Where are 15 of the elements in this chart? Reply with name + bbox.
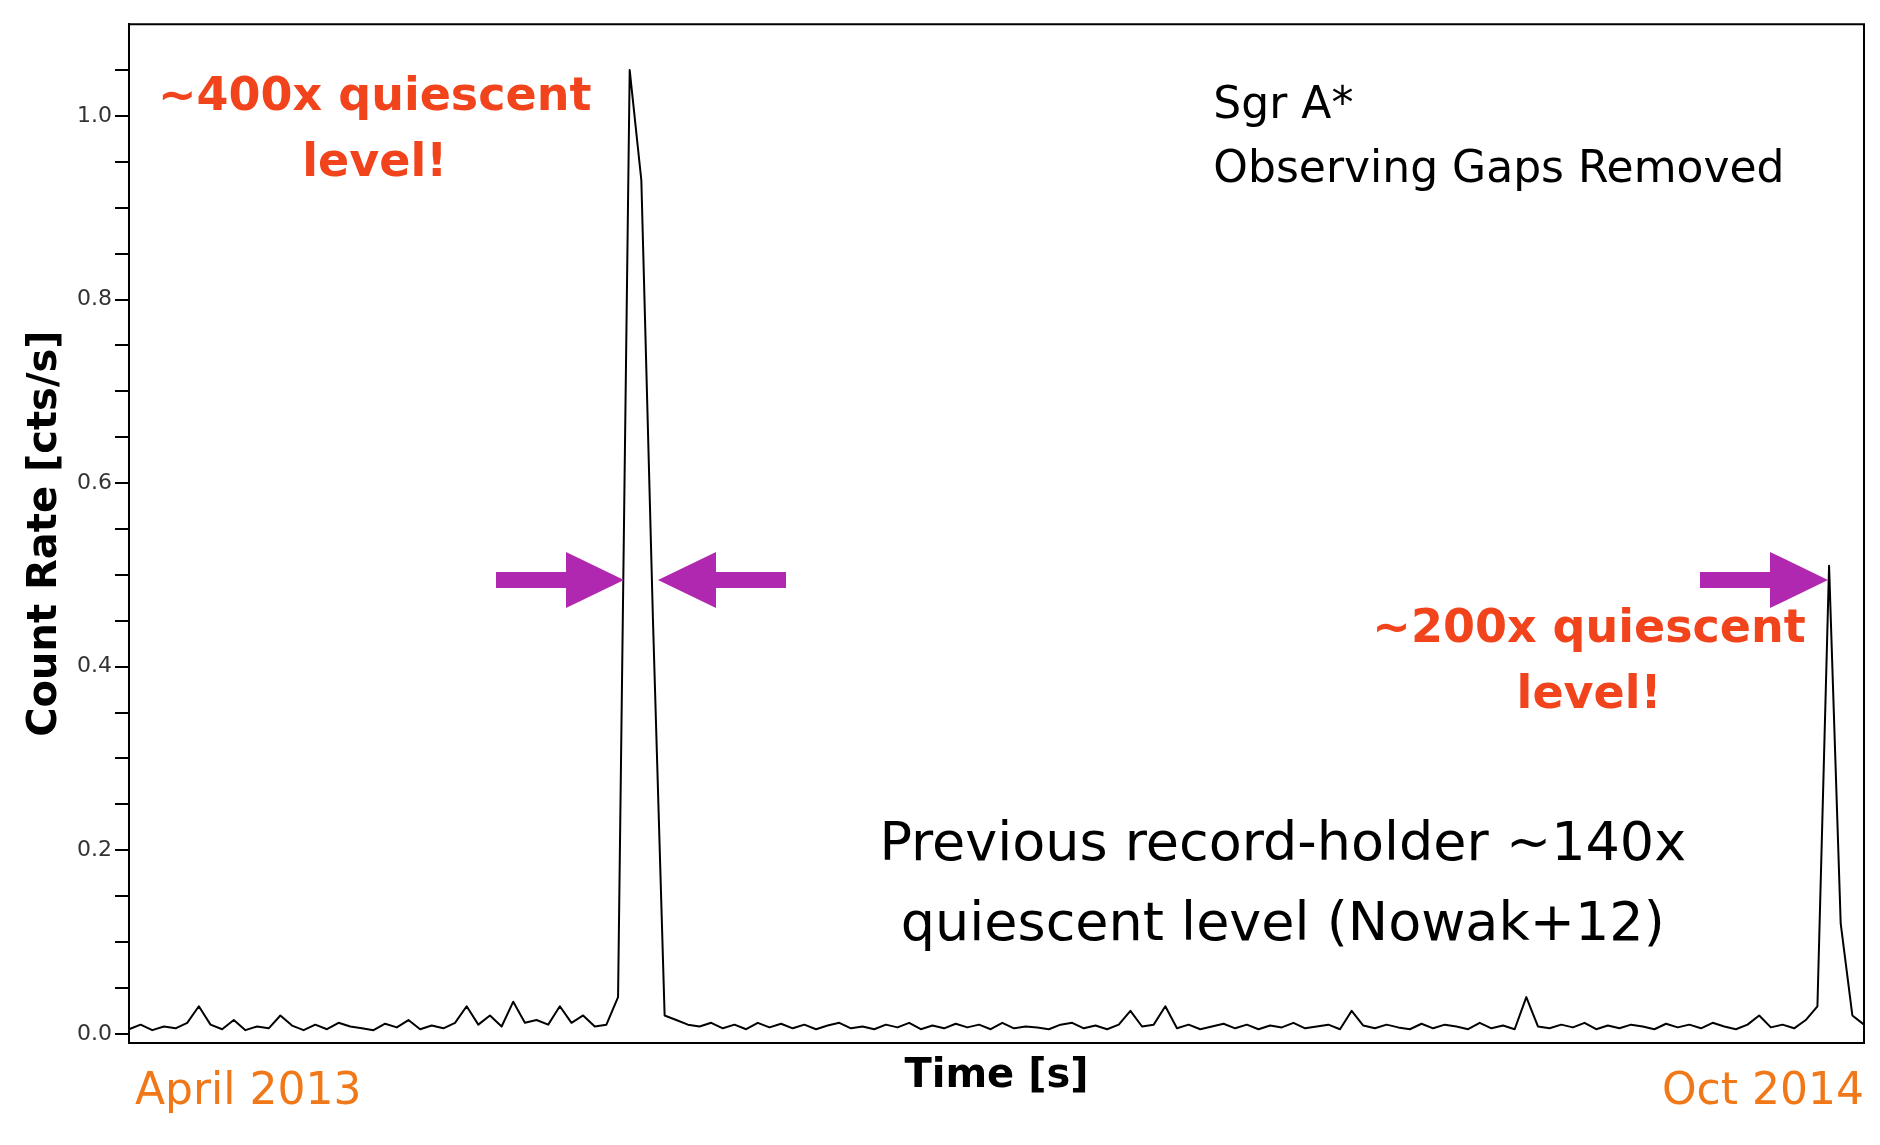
y-axis-title: Count Rate [cts/s]	[19, 330, 66, 737]
y-tick-label: 0.4	[76, 652, 112, 678]
text: Oct 2014	[1661, 1063, 1864, 1115]
y-tick-label: 0.6	[76, 468, 112, 494]
y-tick-label: 0.0	[76, 1019, 112, 1045]
annotation: Sgr A*	[1213, 77, 1354, 129]
x-axis-title: Time [s]	[904, 1050, 1089, 1097]
annotation: ~400x quiescent level!	[157, 66, 592, 187]
annotation: Observing Gaps Removed	[1213, 141, 1785, 193]
y-tick-label: 1.0	[76, 101, 112, 127]
y-tick-label: 0.2	[76, 835, 112, 861]
annotation: Previous record-holder ~140x quiescent level (Nowak+12)	[879, 809, 1687, 953]
annotation: ~200x quiescent level!	[1372, 598, 1806, 719]
y-tick-label: 0.8	[76, 285, 112, 311]
text: April 2013	[134, 1063, 362, 1115]
